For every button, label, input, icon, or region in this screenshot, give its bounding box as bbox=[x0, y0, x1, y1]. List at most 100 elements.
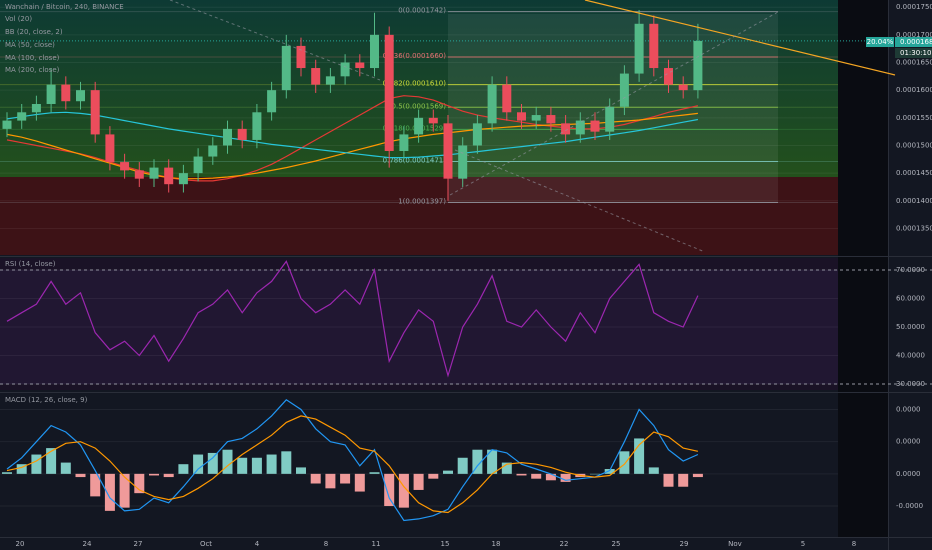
histogram-bar bbox=[251, 457, 262, 474]
histogram-bar bbox=[648, 467, 659, 474]
y-tick-label: 0.0001550 bbox=[896, 114, 932, 122]
candle-body bbox=[223, 128, 232, 146]
y-tick-label: 0.0000 bbox=[896, 438, 921, 446]
histogram-bar bbox=[457, 457, 468, 474]
dashed-line bbox=[449, 11, 779, 196]
x-tick-label: 29 bbox=[680, 540, 689, 548]
legend-item: MA (200, close) bbox=[5, 66, 60, 74]
candle-body bbox=[458, 145, 468, 179]
histogram-bar bbox=[545, 473, 556, 481]
candle-body bbox=[311, 68, 321, 85]
price-label: 0.0001689 bbox=[900, 38, 932, 46]
histogram-bar bbox=[178, 464, 189, 474]
x-tick-label: 22 bbox=[560, 540, 569, 548]
histogram-bar bbox=[193, 454, 204, 474]
histogram-bar bbox=[384, 473, 395, 507]
histogram-bar bbox=[281, 451, 292, 474]
histogram-bar bbox=[516, 473, 527, 476]
y-tick-label: 60.0000 bbox=[896, 294, 925, 302]
dashed-line bbox=[169, 0, 381, 81]
candle-body bbox=[46, 84, 56, 104]
histogram-bar bbox=[354, 473, 365, 492]
series-line bbox=[6, 399, 699, 522]
candle-body bbox=[664, 68, 673, 85]
timer-label: 01:30:10 bbox=[900, 49, 931, 57]
histogram-bar bbox=[325, 473, 336, 489]
histogram-bar bbox=[692, 473, 703, 478]
candle-body bbox=[2, 120, 12, 129]
histogram-bar bbox=[266, 454, 277, 474]
legend: Wanchain / Bitcoin, 240, BINANCE Vol (20… bbox=[5, 3, 124, 404]
histogram-bar bbox=[398, 473, 409, 508]
x-tick-label: 24 bbox=[83, 540, 92, 548]
histogram-bar bbox=[75, 473, 86, 478]
series-line bbox=[6, 111, 699, 159]
x-tick-label: 5 bbox=[801, 540, 805, 548]
legend-item: BB (20, close, 2) bbox=[5, 28, 63, 36]
histogram-bar bbox=[443, 470, 453, 474]
histogram-bar bbox=[237, 457, 248, 474]
candle-body bbox=[31, 103, 41, 113]
candle-body bbox=[649, 23, 659, 69]
series-line bbox=[6, 260, 699, 378]
candle-body bbox=[399, 134, 409, 152]
y-tick-label: 0.0000 bbox=[896, 470, 921, 478]
y-tick-label: 0.0001450 bbox=[896, 169, 932, 177]
candle-body bbox=[517, 112, 526, 121]
candle-body bbox=[76, 90, 85, 102]
drawings bbox=[169, 0, 896, 253]
histogram-bar bbox=[163, 473, 174, 478]
fib-label: 0.786(0.0001471) bbox=[383, 157, 447, 165]
x-tick-label: 11 bbox=[372, 540, 381, 548]
candle-body bbox=[340, 62, 350, 77]
candle-body bbox=[428, 117, 438, 124]
histogram-bar bbox=[2, 472, 12, 474]
legend-item: Wanchain / Bitcoin, 240, BINANCE bbox=[5, 3, 124, 11]
price-badge bbox=[895, 37, 932, 47]
candle-body bbox=[296, 45, 306, 69]
x-tick-label: Oct bbox=[200, 540, 212, 548]
marks: 0.0001750 0.0001700 0.0001650 0.0001600 0.00… bbox=[0, 3, 932, 548]
y-tick-label: 40.0000 bbox=[896, 352, 925, 360]
band-fill bbox=[0, 269, 838, 385]
x-tick-label: 4 bbox=[255, 540, 260, 548]
x-tick-label: 8 bbox=[324, 540, 328, 548]
candle-body bbox=[443, 123, 453, 179]
red-zone bbox=[0, 177, 838, 255]
fib-label: 0(0.0001742) bbox=[398, 7, 446, 15]
candle-body bbox=[634, 23, 644, 74]
histogram-bar bbox=[31, 454, 42, 474]
x-tick-label: Nov bbox=[728, 540, 742, 548]
candle-body bbox=[149, 167, 159, 179]
candle-body bbox=[678, 84, 688, 91]
candle-body bbox=[17, 112, 27, 121]
legend-item: Vol (20) bbox=[5, 15, 32, 23]
y-tick-label: 50.0000 bbox=[896, 323, 925, 331]
x-tick-label: 25 bbox=[612, 540, 621, 548]
candle-body bbox=[561, 123, 571, 135]
candle-body bbox=[134, 170, 144, 179]
trend-line bbox=[584, 0, 896, 76]
candle-body bbox=[252, 112, 262, 140]
histogram-bar bbox=[472, 449, 483, 474]
pane-title: MACD (12, 26, close, 9) bbox=[5, 396, 88, 404]
candle-body bbox=[370, 34, 379, 69]
x-tick-label: 15 bbox=[441, 540, 450, 548]
fib-label: 0.5(0.0001569) bbox=[392, 102, 447, 110]
candle-body bbox=[178, 173, 188, 185]
histogram-bar bbox=[531, 473, 542, 479]
histogram-bar bbox=[46, 448, 57, 474]
rsi-background bbox=[0, 258, 838, 390]
histogram-bar bbox=[134, 473, 145, 494]
pane-title: RSI (14, close) bbox=[5, 260, 56, 268]
candle-body bbox=[355, 62, 365, 69]
x-tick-label: 20 bbox=[16, 540, 25, 548]
legend-item: MA (100, close) bbox=[5, 54, 60, 62]
candle-body bbox=[605, 106, 615, 132]
histogram-bar bbox=[310, 473, 321, 484]
candle-body bbox=[590, 120, 600, 132]
histogram-bar bbox=[104, 473, 115, 511]
y-tick-label: 0.0000 bbox=[896, 405, 921, 413]
histogram-bar bbox=[340, 473, 351, 484]
histogram-bar bbox=[369, 472, 380, 474]
